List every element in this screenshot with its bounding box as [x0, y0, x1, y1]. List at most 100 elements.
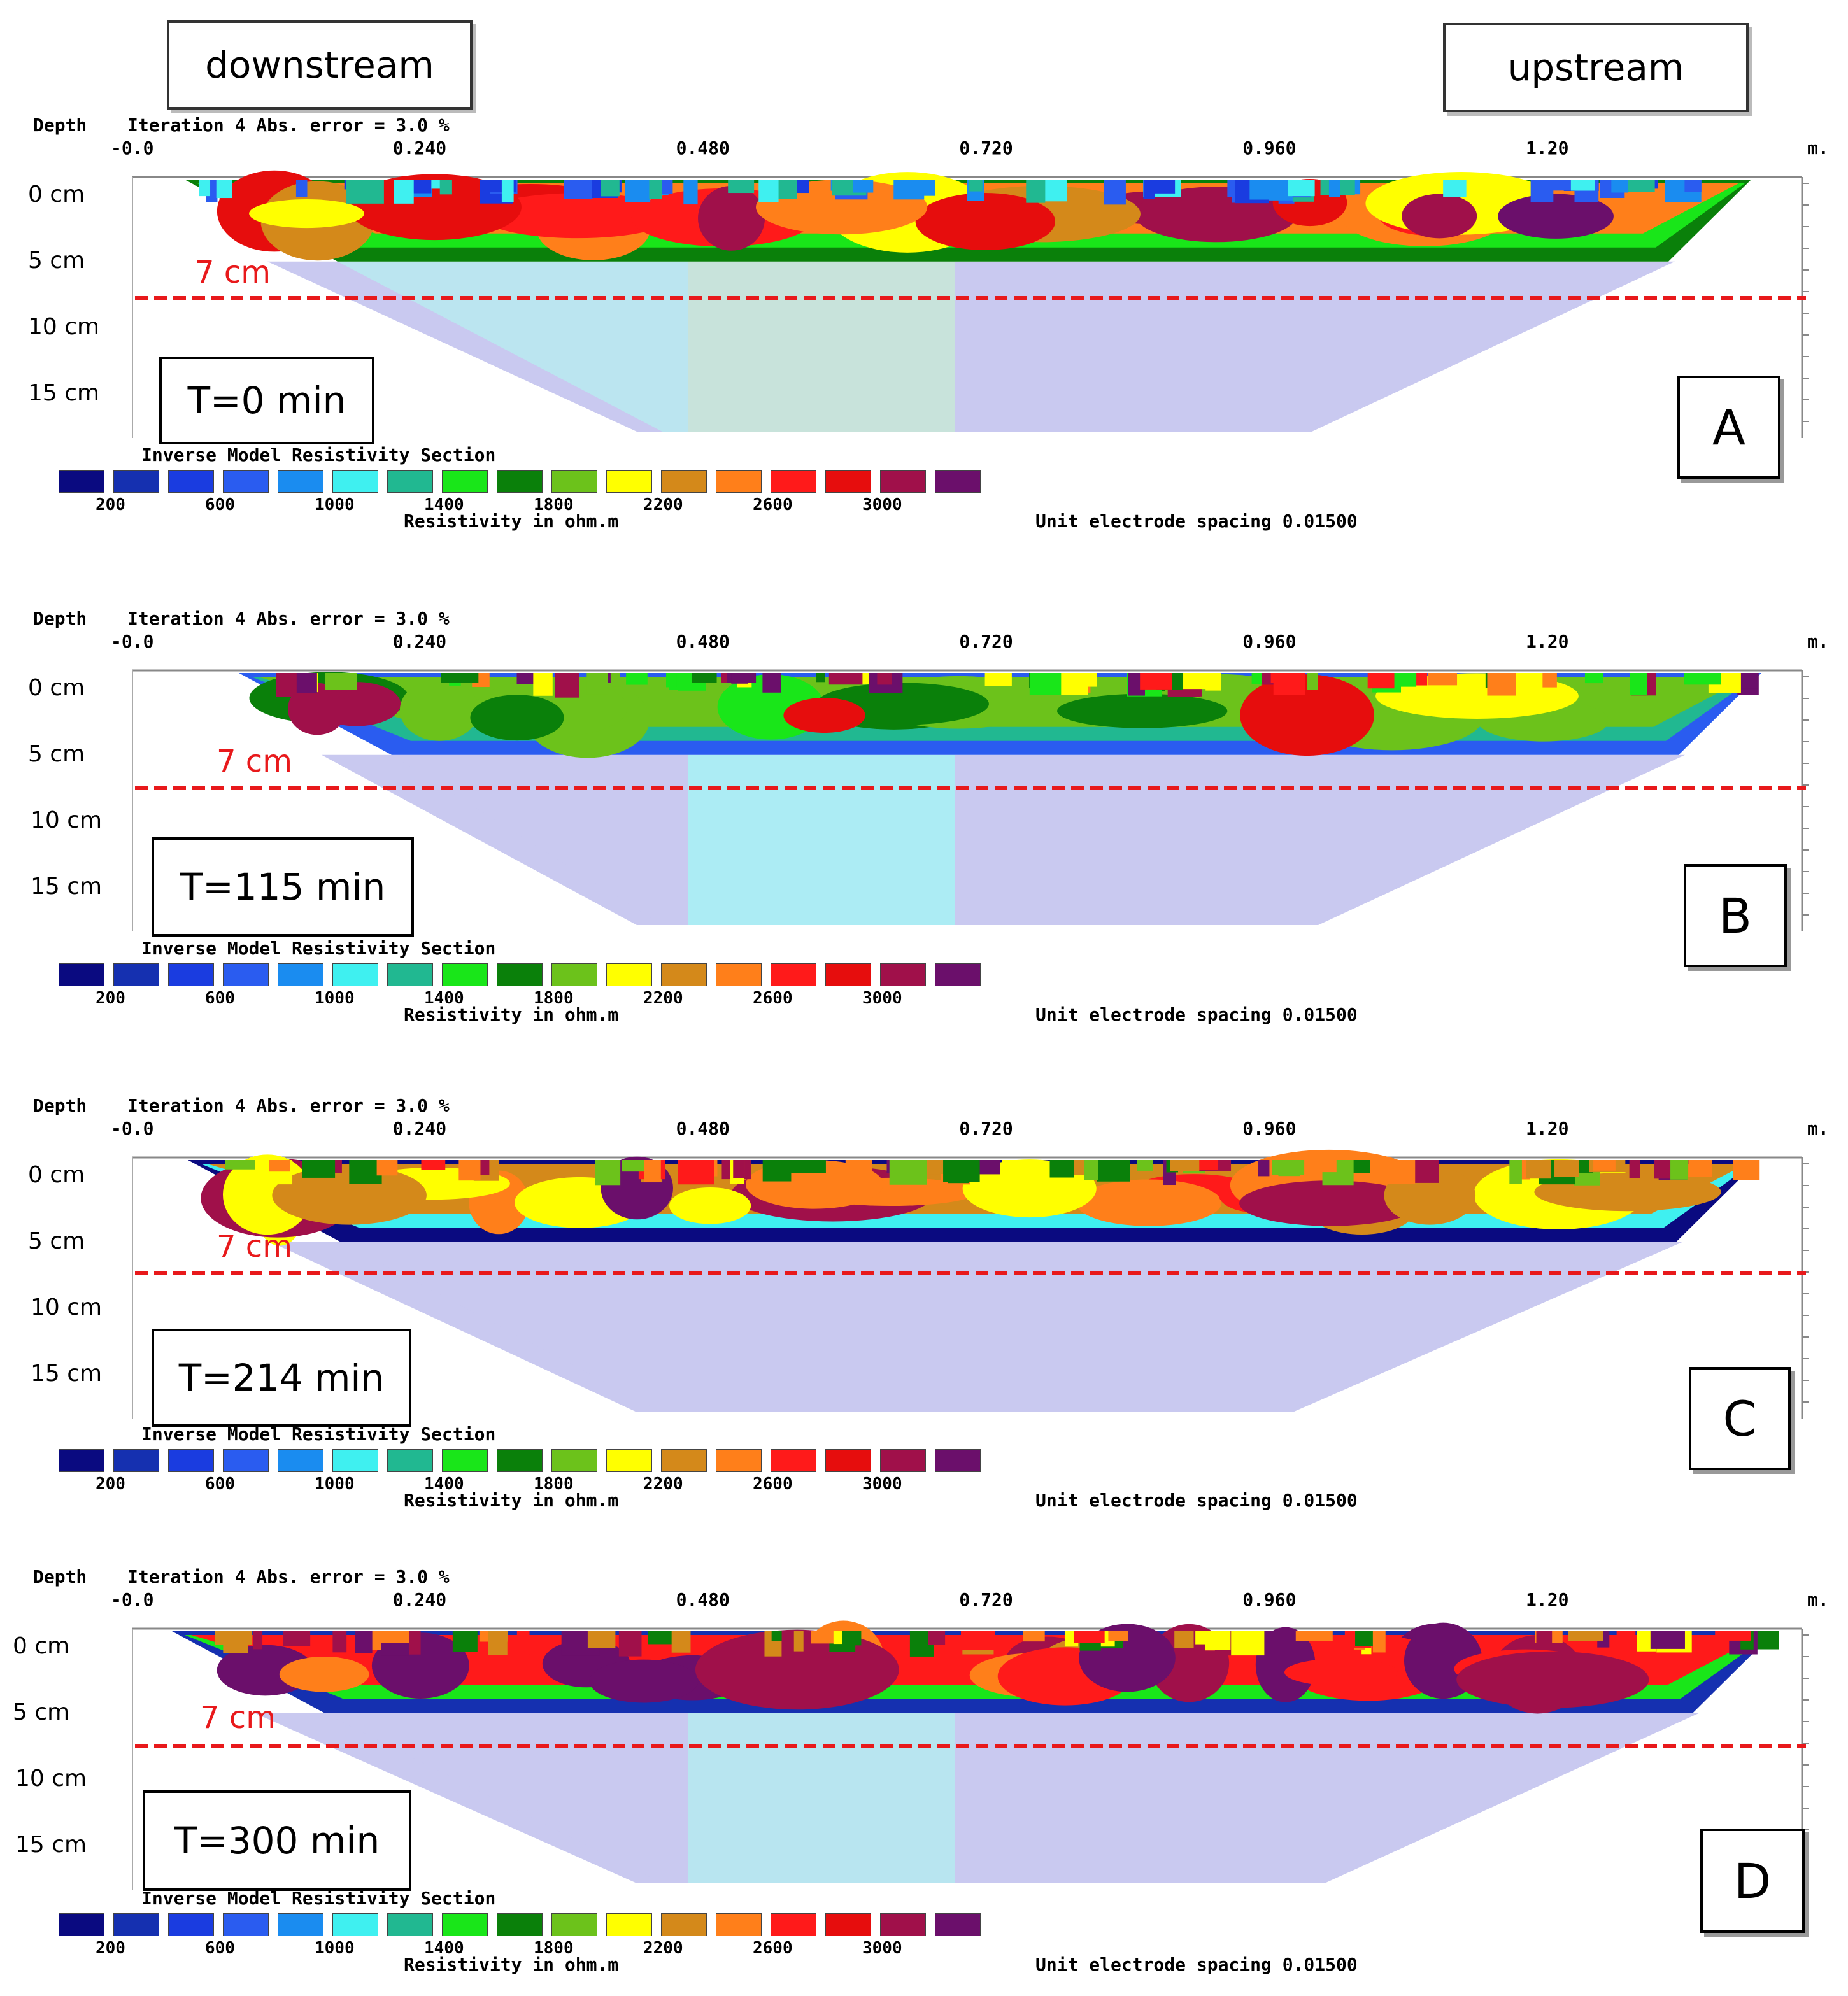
surface-cell — [1137, 1160, 1153, 1171]
legend-swatch — [387, 1913, 433, 1936]
resistivity-section-plot — [132, 170, 1809, 438]
section-title: Inverse Model Resistivity Section — [141, 1888, 496, 1909]
legend-swatch — [497, 470, 543, 493]
iteration-text: Iteration 4 Abs. error = 3.0 % — [127, 1566, 450, 1587]
x-tick-label: 0.960 — [1242, 1118, 1297, 1139]
depth-title: Depth — [33, 115, 87, 136]
surface-cell — [1414, 1160, 1439, 1183]
surface-cell — [610, 673, 620, 687]
surface-cell — [349, 1160, 382, 1184]
surface-cell — [296, 673, 317, 693]
surface-cell — [1249, 180, 1277, 200]
legend-swatch — [606, 963, 652, 986]
legend-swatch — [606, 1449, 652, 1472]
resistivity-blob — [348, 174, 522, 241]
lower-faded-region-mid — [688, 261, 955, 432]
legend-swatch — [935, 1913, 981, 1936]
depth-tick-label: 15 cm — [15, 1832, 87, 1858]
boundary-label: 7 cm — [217, 1229, 292, 1264]
surface-cell — [948, 1160, 969, 1184]
legend-swatch — [168, 963, 214, 986]
legend-swatch — [278, 470, 323, 493]
surface-cell — [1542, 673, 1557, 688]
surface-cell — [1684, 673, 1721, 685]
upstream-label: upstream — [1443, 23, 1749, 112]
legend-swatch — [935, 470, 981, 493]
surface-cell — [1415, 1631, 1447, 1643]
legend-tick-label: 600 — [205, 1939, 235, 1958]
surface-cell — [555, 673, 579, 698]
surface-cell — [671, 1631, 691, 1653]
resistivity-unit-label: Resistivity in ohm.m — [404, 1490, 619, 1511]
resistivity-unit-label: Resistivity in ohm.m — [404, 1004, 619, 1025]
lower-faded-region-left — [341, 1242, 688, 1412]
legend-tick-label: 1800 — [534, 495, 574, 514]
surface-cell — [1355, 1631, 1377, 1646]
depth-title: Depth — [33, 1095, 87, 1116]
legend-swatch — [113, 1449, 159, 1472]
surface-cell — [1002, 1160, 1031, 1179]
iteration-text: Iteration 4 Abs. error = 3.0 % — [127, 115, 450, 136]
legend-swatch — [935, 1449, 981, 1472]
legend-swatch — [497, 963, 543, 986]
depth-tick-label: 10 cm — [15, 1766, 87, 1792]
legend-swatch — [113, 470, 159, 493]
electrode-spacing-label: Unit electrode spacing 0.01500 — [1035, 1004, 1358, 1025]
surface-cell — [1170, 1160, 1200, 1171]
surface-cell — [1104, 180, 1126, 205]
surface-cell — [1097, 1160, 1130, 1182]
iteration-text: Iteration 4 Abs. error = 3.0 % — [127, 608, 450, 629]
resistivity-blob — [1402, 194, 1477, 239]
legend-swatch — [223, 1913, 269, 1936]
surface-cell — [1509, 1160, 1522, 1184]
surface-cell — [1049, 1160, 1074, 1178]
surface-cell — [961, 1631, 995, 1650]
legend-swatch — [497, 1449, 543, 1472]
electrode-spacing-label: Unit electrode spacing 0.01500 — [1035, 1954, 1358, 1975]
legend-tick-label: 1800 — [534, 1475, 574, 1494]
surface-cell — [731, 673, 748, 684]
resistivity-blob — [1076, 1179, 1222, 1226]
legend-swatch — [442, 1449, 488, 1472]
time-label-box: T=300 min — [143, 1790, 411, 1891]
legend-swatch — [880, 470, 926, 493]
legend-swatch — [771, 1449, 816, 1472]
surface-cell — [1148, 180, 1176, 194]
surface-cell — [928, 1631, 946, 1645]
depth-tick-label: 5 cm — [28, 1228, 85, 1254]
legend-swatch — [880, 1449, 926, 1472]
lower-faded-region-left — [325, 1713, 688, 1883]
x-unit-label: m. — [1807, 631, 1829, 652]
surface-cell — [649, 180, 662, 199]
surface-cell — [828, 673, 863, 685]
x-unit-label: m. — [1807, 1118, 1829, 1139]
resistivity-section-plot — [132, 1149, 1809, 1419]
surface-cell — [1319, 1160, 1337, 1173]
depth-tick-label: 0 cm — [28, 1162, 85, 1188]
legend-tick-label: 600 — [205, 495, 235, 514]
x-tick-label: 1.20 — [1526, 1118, 1569, 1139]
surface-cell — [1143, 180, 1155, 199]
x-tick-label: 0.240 — [392, 1118, 447, 1139]
depth-tick-label: 10 cm — [31, 1294, 103, 1320]
legend-tick-label: 1800 — [534, 1939, 574, 1958]
depth-tick-label: 0 cm — [28, 675, 85, 701]
legend-swatch — [332, 963, 378, 986]
surface-cell — [1228, 1631, 1265, 1656]
resistivity-blob — [1284, 1658, 1398, 1687]
legend-swatch — [168, 470, 214, 493]
legend-tick-label: 3000 — [862, 495, 902, 514]
legend-swatch — [223, 963, 269, 986]
surface-cell — [1381, 1160, 1416, 1184]
surface-cell — [1074, 1631, 1105, 1643]
depth-tick-label: 5 cm — [13, 1699, 70, 1725]
legend-tick-label: 600 — [205, 989, 235, 1008]
legend-swatch — [771, 470, 816, 493]
legend-tick-label: 2600 — [753, 1939, 793, 1958]
surface-cell — [852, 180, 874, 193]
section-title: Inverse Model Resistivity Section — [141, 938, 496, 959]
legend-swatch — [716, 1913, 762, 1936]
legend-swatch — [716, 470, 762, 493]
